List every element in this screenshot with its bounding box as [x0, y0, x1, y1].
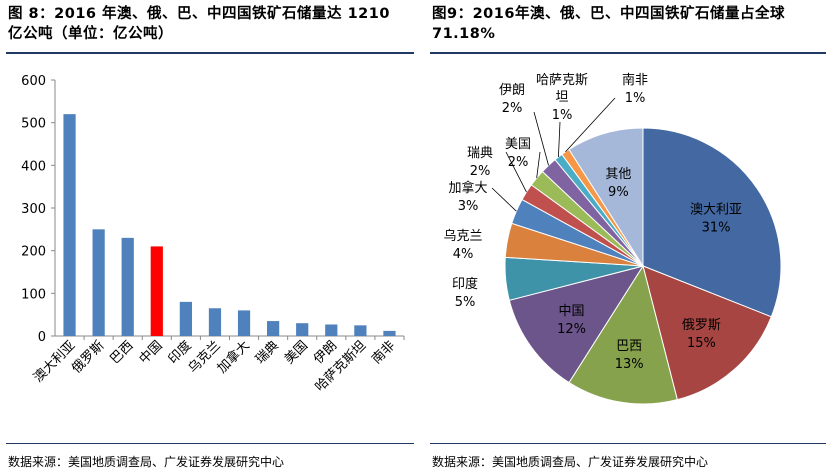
bar-5 [179, 301, 192, 336]
pie-label-name: 俄罗斯 [682, 318, 721, 333]
pie-label-name: 中国 [559, 304, 585, 319]
leader-line [491, 187, 517, 212]
x-tick-label: 巴西 [108, 338, 137, 367]
fig9-source: 数据来源：美国地质调查局、广发证券发展研究中心 [432, 455, 709, 469]
pie-label-name: 哈萨克斯 [536, 73, 588, 88]
fig8-title-line1: 图 8：2016 年澳、俄、巴、中四国铁矿石储量达 1210 [8, 6, 390, 22]
x-tick-label: 乌克兰 [185, 338, 224, 377]
bar-4 [150, 246, 163, 336]
pie-label-value: 15% [687, 336, 716, 351]
pie-label-value: 31% [702, 220, 731, 235]
pie-label-12: 南非 1% [622, 72, 648, 106]
pie-label-name: 印度 [452, 276, 478, 292]
pie-label-9: 美国 2% [505, 137, 531, 170]
y-tick-label: 200 [21, 245, 46, 260]
y-tick-label: 600 [21, 74, 46, 89]
pie-label-value: 4% [453, 247, 474, 262]
fig9-title: 图9：2016年澳、俄、巴、中四国铁矿石储量占全球 71.18% [432, 4, 824, 44]
bar-9 [296, 323, 309, 336]
x-tick-label: 加拿大 [214, 338, 253, 377]
pie-label-8: 瑞典 2% [467, 146, 493, 179]
bar-6 [208, 308, 222, 336]
leader-line [558, 121, 561, 157]
y-tick-label: 400 [21, 159, 46, 174]
y-tick-label: 500 [21, 117, 46, 132]
x-tick-label: 瑞典 [253, 338, 282, 367]
y-tick-label: 0 [38, 330, 46, 345]
pie-label-name: 伊朗 [499, 83, 525, 98]
pie-label-1: 澳大利亚 31% [690, 201, 742, 235]
bar-3 [121, 237, 134, 336]
bar-2 [92, 229, 105, 336]
pie-label-name: 美国 [505, 137, 531, 152]
pie-label-5: 印度 5% [452, 276, 478, 310]
fig8-title: 图 8：2016 年澳、俄、巴、中四国铁矿石储量达 1210 亿公吨（单位：亿公… [8, 4, 413, 44]
pie-label-name: 乌克兰 [443, 228, 482, 244]
pie-slice-4 [508, 265, 645, 384]
leader-line [536, 151, 541, 179]
bar-7 [237, 310, 251, 336]
fig9-title-rule [430, 52, 826, 54]
pie-label-7: 加拿大 3% [448, 180, 487, 214]
pie-label-value: 2% [502, 101, 523, 116]
pie-label-value: 12% [557, 322, 586, 337]
fig9-title-line2: 71.18% [432, 26, 496, 42]
pie-slice-13 [568, 127, 644, 268]
pie-label-value: 3% [458, 199, 479, 214]
pie-label-name: 其他 [605, 167, 631, 182]
pie-label-value: 9% [608, 185, 629, 200]
x-tick-label: 俄罗斯 [69, 338, 107, 376]
pie-label-6: 乌克兰 4% [443, 228, 482, 262]
pie-label-name: 加拿大 [448, 180, 487, 196]
pie-slice-3 [568, 264, 678, 405]
y-tick-label: 100 [21, 287, 46, 302]
fig8-title-rule [6, 52, 414, 54]
pie-slice-2 [642, 265, 772, 401]
bar-11 [354, 325, 367, 336]
pie-label-3: 巴西 13% [615, 339, 644, 372]
pie-label-4: 中国 12% [557, 304, 586, 337]
bar-1 [63, 114, 76, 336]
pie-label-value: 1% [625, 91, 646, 106]
pie-label-name: 南非 [622, 72, 648, 88]
pie-label-name: 澳大利亚 [690, 201, 742, 217]
pie-label-value: 5% [455, 295, 476, 310]
pie-label-13: 其他 9% [605, 167, 631, 200]
y-tick-label: 300 [21, 202, 46, 217]
x-tick-label: 南非 [369, 338, 399, 368]
pie-label-name: 瑞典 [467, 146, 493, 161]
pie-label-value: 2% [508, 155, 529, 170]
fig8-title-line2: 亿公吨（单位：亿公吨） [8, 26, 173, 42]
pie-label-name: 巴西 [616, 339, 642, 354]
leader-line [505, 151, 527, 193]
leader-line [565, 97, 616, 153]
pie-label-value: 1% [552, 108, 573, 123]
x-tick-label: 中国 [137, 338, 166, 367]
pie-label-2: 俄罗斯 15% [682, 318, 721, 351]
pie-label-11: 哈萨克斯坦 1% [536, 73, 588, 123]
pie-label-name: 坦 [555, 90, 568, 105]
pie-label-value: 2% [470, 164, 491, 179]
bar-12 [383, 330, 396, 336]
bar-10 [325, 324, 338, 336]
fig9-bottom-rule [430, 443, 826, 444]
bar-8 [267, 321, 280, 336]
fig8-source: 数据来源：美国地质调查局、广发证券发展研究中心 [8, 455, 285, 469]
leader-line [533, 111, 549, 166]
pie-slice-1 [642, 127, 782, 318]
fig8-bottom-rule [6, 443, 414, 444]
fig9-title-line1: 图9：2016年澳、俄、巴、中四国铁矿石储量占全球 [432, 6, 785, 22]
pie-chart: 澳大利亚 31% 俄罗斯 15% 巴西 13% 中国 12% 印度 5% 乌克兰 4% 加拿大 3% 瑞典 2… [443, 72, 782, 405]
pie-label-10: 伊朗 2% [499, 83, 525, 116]
pie-label-value: 13% [615, 357, 644, 372]
x-tick-label: 美国 [282, 338, 311, 367]
